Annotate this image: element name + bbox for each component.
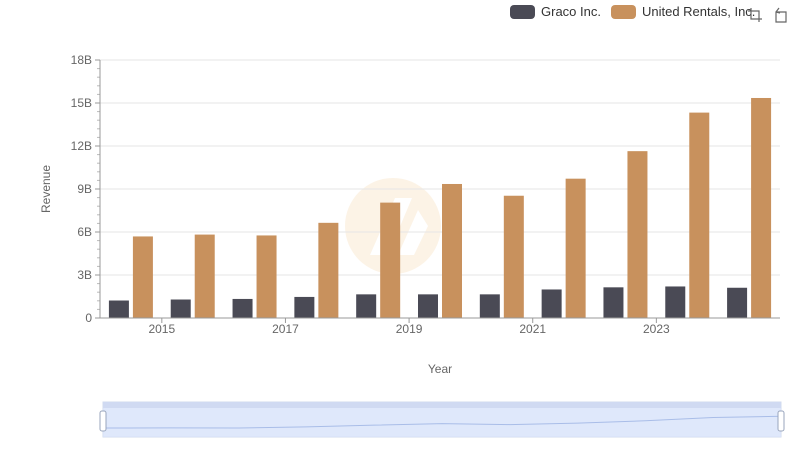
bar-graco-2016 xyxy=(232,298,253,318)
y-tick-label: 0 xyxy=(85,311,92,325)
y-tick-label: 6B xyxy=(77,225,92,239)
bar-united-rentals-2015 xyxy=(194,234,215,318)
x-tick-label: 2015 xyxy=(148,322,175,336)
x-axis: 2015 2017 2019 2021 2023 xyxy=(100,317,780,336)
legend-swatch-graco xyxy=(510,4,535,19)
bar-graco-2021 xyxy=(541,289,562,318)
bar-united-rentals-2016 xyxy=(256,235,277,318)
bar-united-rentals-2017 xyxy=(318,222,339,318)
x-tick-label: 2017 xyxy=(272,322,299,336)
x-tick-label: 2023 xyxy=(643,322,670,336)
y-tick-label: 15B xyxy=(71,96,92,110)
y-tick-label: 9B xyxy=(77,182,92,196)
legend-item-graco[interactable]: Graco Inc. xyxy=(510,4,601,19)
legend: Graco Inc. United Rentals, Inc. xyxy=(510,4,755,19)
bar-united-rentals-2018 xyxy=(380,202,401,318)
y-axis-title: Revenue xyxy=(39,164,53,214)
bar-graco-2024 xyxy=(727,287,748,318)
bars-group xyxy=(108,97,772,318)
zoom-handle-right xyxy=(777,410,785,432)
y-tick-label: 12B xyxy=(71,139,92,153)
zoom-selection xyxy=(103,408,781,437)
bar-graco-2019 xyxy=(418,294,438,318)
y-tick-label: 3B xyxy=(77,268,92,282)
bar-graco-2017 xyxy=(294,296,315,318)
zoom-preview-line xyxy=(102,415,782,429)
legend-label-graco: Graco Inc. xyxy=(541,4,601,19)
legend-item-united-rentals[interactable]: United Rentals, Inc. xyxy=(610,4,756,19)
bar-united-rentals-2014 xyxy=(132,236,153,318)
bar-united-rentals-2023 xyxy=(689,112,710,318)
legend-swatch-united-rentals xyxy=(610,4,636,19)
y-tick-label: 18B xyxy=(71,53,92,67)
bar-united-rentals-2024 xyxy=(751,97,772,318)
x-tick-label: 2019 xyxy=(396,322,423,336)
legend-label-united-rentals: United Rentals, Inc. xyxy=(641,4,756,19)
bar-united-rentals-2020 xyxy=(503,195,524,318)
zoom-drag-bar xyxy=(103,402,781,408)
zoom-icon[interactable] xyxy=(747,7,763,23)
x-tick-label: 2021 xyxy=(519,322,546,336)
bar-graco-2022 xyxy=(603,287,624,318)
restore-icon[interactable] xyxy=(773,7,789,23)
bar-united-rentals-2021 xyxy=(565,178,586,318)
zoom-handle-left xyxy=(99,410,107,432)
bar-united-rentals-2019 xyxy=(442,183,462,318)
y-axis-ticks: 0 3B 6B 9B 12B 15B 18B xyxy=(71,53,101,325)
data-zoom-slider[interactable] xyxy=(99,401,785,438)
bar-graco-2020 xyxy=(479,294,500,318)
bar-united-rentals-2022 xyxy=(627,151,648,318)
bar-graco-2018 xyxy=(356,294,377,318)
bar-graco-2015 xyxy=(170,299,191,318)
x-axis-title: Year xyxy=(427,362,453,376)
bar-graco-2014 xyxy=(108,300,129,318)
bar-graco-2023 xyxy=(665,286,686,318)
